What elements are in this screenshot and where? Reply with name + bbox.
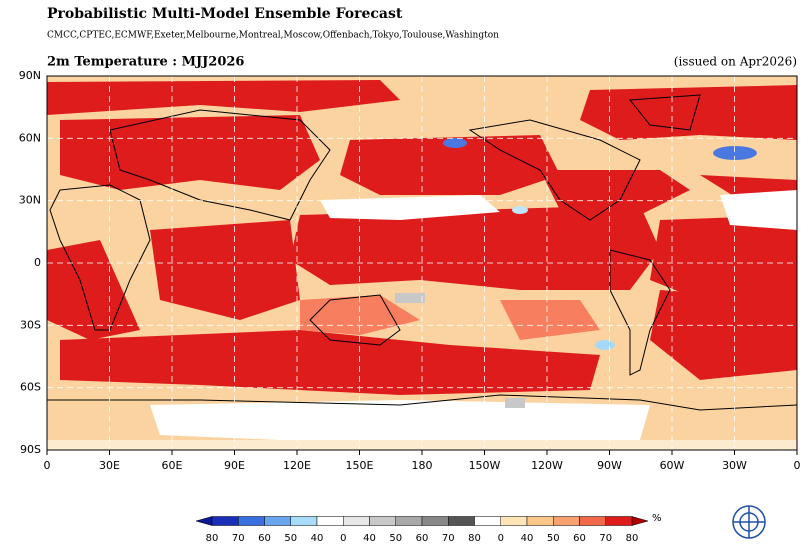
colorbar-box [500,516,528,526]
colorbar-label: 40 [363,533,376,544]
lon-label: 30W [722,459,747,472]
lon-label: 90W [597,459,622,472]
colorbar-label: 50 [547,533,560,544]
lat-label: 30S [20,318,41,331]
colorbar-box [290,516,318,526]
colorbar-box [474,516,501,526]
colorbar-label: 40 [521,533,534,544]
lon-label: 120E [283,459,311,472]
colorbar-box [369,516,396,526]
issued: (issued on Apr2026) [674,55,797,69]
colorbar-label: 80 [626,533,639,544]
map-title: 2m Temperature : MJJ2026 [47,55,244,70]
wmo-logo [732,505,766,539]
lon-label: 30E [99,459,120,472]
colorbar-box [211,516,239,526]
colorbar-label: 0 [340,533,346,544]
colorbar-box [395,516,423,526]
title: Probabilistic Multi-Model Ensemble Forec… [47,6,403,22]
colorbar-label: 60 [258,533,271,544]
colorbar-label: 70 [232,533,245,544]
colorbar-box [343,516,370,526]
colorbar-arrow [195,516,213,526]
lat-label: 90S [20,443,41,456]
lat-label: 90N [19,69,41,82]
subtitle: CMCC,CPTEC,ECMWF,Exeter,Melbourne,Montre… [47,31,499,41]
colorbar-unit: % [652,513,662,524]
colorbar-box [448,516,475,526]
colorbar-label: 60 [573,533,586,544]
lon-label: 150W [469,459,501,472]
colorbar-label: 0 [498,533,504,544]
colorbar-box [316,516,344,526]
lon-label: 0 [794,459,801,472]
lon-label: 150E [346,459,374,472]
colorbar-box [421,516,449,526]
colorbar-label: 70 [442,533,455,544]
lon-label: 120W [531,459,563,472]
colorbar-label: 80 [468,533,481,544]
colorbar-label: 80 [206,533,219,544]
colorbar-label: 50 [389,533,402,544]
map [47,76,797,450]
colorbar-box [553,516,580,526]
lon-label: 90E [224,459,245,472]
colorbar-box [264,516,291,526]
lat-label: 30N [19,194,41,207]
lon-label: 0 [44,459,51,472]
lon-label: 180 [412,459,433,472]
lon-label: 60W [660,459,685,472]
colorbar-label: 50 [284,533,297,544]
colorbar-box [605,516,633,526]
lat-label: 60S [20,381,41,394]
colorbar-box [579,516,606,526]
colorbar-box [238,516,265,526]
colorbar-box [526,516,554,526]
lat-label: 0 [34,256,41,269]
colorbar-label: 40 [311,533,324,544]
lat-label: 60N [19,131,41,144]
lon-label: 60E [162,459,183,472]
colorbar-arrow [631,516,649,526]
colorbar-label: 70 [599,533,612,544]
colorbar-label: 60 [416,533,429,544]
